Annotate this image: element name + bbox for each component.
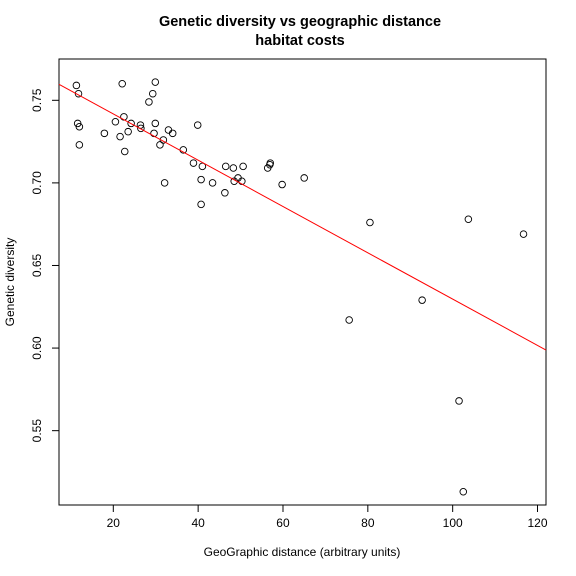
data-point xyxy=(193,121,202,129)
data-point xyxy=(145,98,153,106)
data-point xyxy=(229,164,238,172)
data-point xyxy=(519,230,528,238)
data-point xyxy=(72,81,81,90)
data-point xyxy=(168,129,177,138)
regression-line-group xyxy=(58,83,547,351)
data-point xyxy=(116,132,124,141)
x-tick-label: 40 xyxy=(191,516,205,530)
data-point xyxy=(127,119,135,128)
regression-line xyxy=(58,83,547,351)
data-point xyxy=(189,159,198,167)
data-point xyxy=(100,129,109,138)
x-tick-label: 20 xyxy=(107,516,121,530)
y-tick-label: 0.60 xyxy=(30,336,44,360)
data-point xyxy=(75,141,84,149)
data-point xyxy=(464,215,473,223)
data-point xyxy=(455,397,463,405)
data-point xyxy=(151,119,160,128)
x-tick-label: 60 xyxy=(276,516,290,530)
data-point xyxy=(366,218,374,227)
data-point xyxy=(221,189,229,197)
chart-title: Genetic diversity vs geographic distance xyxy=(159,14,441,30)
data-point xyxy=(300,174,308,182)
data-point xyxy=(266,159,275,167)
chart-subtitle: habitat costs xyxy=(255,33,344,49)
data-point xyxy=(197,200,205,209)
data-point xyxy=(120,113,128,121)
x-tick-label: 80 xyxy=(361,516,375,530)
y-axis-label: Genetic diversity xyxy=(3,238,17,327)
data-point xyxy=(197,175,205,184)
plot-frame xyxy=(58,58,547,506)
data-point xyxy=(151,78,160,86)
y-tick-label: 0.70 xyxy=(30,171,44,195)
data-point xyxy=(345,316,353,324)
y-axis: 0.55 0.60 0.65 0.70 0.75 xyxy=(30,88,60,443)
data-point xyxy=(156,141,164,149)
data-point xyxy=(164,126,173,134)
x-axis-label: GeoGraphic distance (arbitrary units) xyxy=(204,545,401,559)
data-points xyxy=(72,78,528,496)
y-tick-label: 0.55 xyxy=(30,419,44,443)
data-point xyxy=(459,488,468,496)
data-point xyxy=(149,89,157,98)
data-point xyxy=(75,122,84,131)
data-point xyxy=(111,118,120,126)
x-tick-label: 100 xyxy=(443,516,463,530)
data-point xyxy=(124,127,132,136)
data-point xyxy=(278,180,286,189)
data-point xyxy=(208,179,217,187)
data-point xyxy=(121,147,129,156)
data-point xyxy=(239,162,247,171)
data-point xyxy=(160,179,169,187)
data-point xyxy=(118,80,126,88)
data-point xyxy=(221,162,230,171)
data-point xyxy=(418,296,426,304)
x-axis: 20 40 60 80 100 120 xyxy=(107,504,548,530)
y-tick-label: 0.65 xyxy=(30,253,44,277)
y-tick-label: 0.75 xyxy=(30,88,44,112)
data-point xyxy=(137,124,145,133)
x-tick-label: 120 xyxy=(528,516,548,530)
